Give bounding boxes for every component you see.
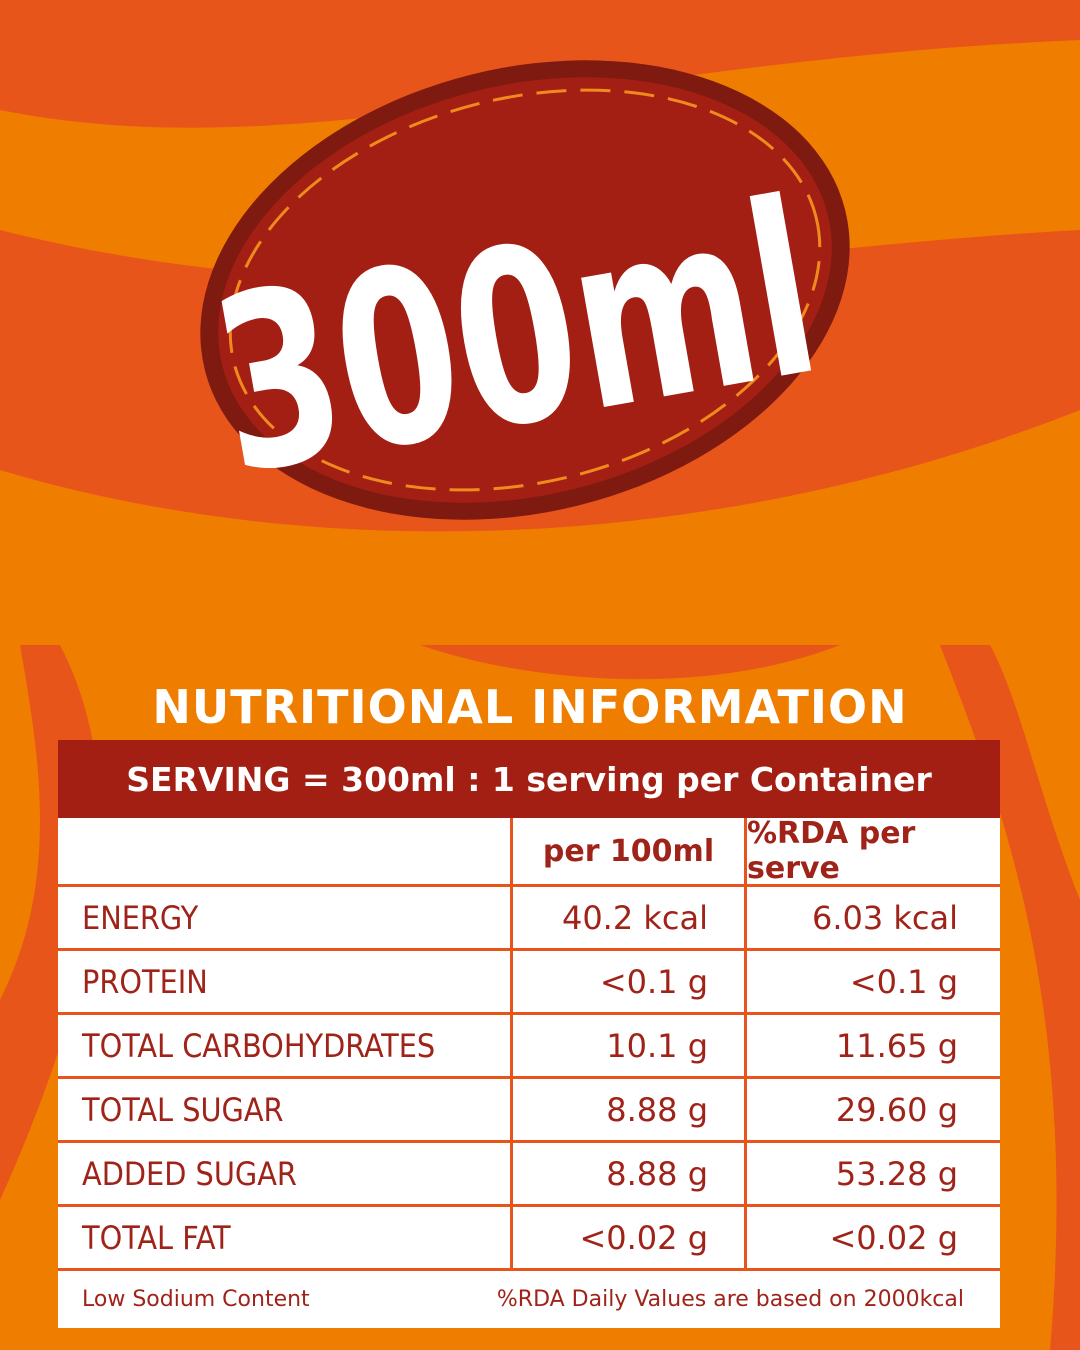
table-row: TOTAL FAT <0.02 g <0.02 g <box>58 1204 1000 1268</box>
amount: 11.65 g <box>744 1015 1000 1076</box>
nutrition-table: SERVING = 300ml : 1 serving per Containe… <box>58 740 1000 1328</box>
amount: 8.88 g <box>510 1143 744 1204</box>
wave <box>0 410 1080 640</box>
footer: Low Sodium Content %RDA Daily Values are… <box>58 1268 1000 1328</box>
nutrient: TOTAL CARBOHYDRATES <box>82 1026 436 1065</box>
nutrient: PROTEIN <box>82 962 208 1001</box>
amount: 29.60 g <box>744 1079 1000 1140</box>
amount: 10.1 g <box>510 1015 744 1076</box>
footer-note: %RDA Daily Values are based on 2000kcal <box>496 1287 964 1312</box>
rows: ENERGY 40.2 kcal 6.03 kcal PROTEIN <0.1 g <0.… <box>58 884 1000 1268</box>
nutrient: TOTAL SUGAR <box>82 1090 284 1129</box>
nutrient: TOTAL FAT <box>82 1218 231 1257</box>
stripe <box>420 645 840 680</box>
stripe <box>940 645 1080 1350</box>
nutrient: ENERGY <box>82 898 199 937</box>
amount: 8.88 g <box>510 1079 744 1140</box>
table-row: ADDED SUGAR 8.88 g 53.28 g <box>58 1140 1000 1204</box>
nutrient: ADDED SUGAR <box>82 1154 297 1193</box>
header-cell: per 100ml <box>510 818 744 884</box>
table-row: PROTEIN <0.1 g <0.1 g <box>58 948 1000 1012</box>
table-row: TOTAL CARBOHYDRATES 10.1 g 11.65 g <box>58 1012 1000 1076</box>
badge-ring <box>228 88 822 492</box>
amount: 40.2 kcal <box>510 887 744 948</box>
table-row: ENERGY 40.2 kcal 6.03 kcal <box>58 884 1000 948</box>
serving: SERVING = 300ml : 1 serving per Containe… <box>58 740 1000 818</box>
amount: <0.1 g <box>744 951 1000 1012</box>
header-cell <box>58 818 510 884</box>
table-row: TOTAL SUGAR 8.88 g 29.60 g <box>58 1076 1000 1140</box>
amount: <0.02 g <box>510 1207 744 1268</box>
footer-note: Low Sodium Content <box>82 1287 310 1312</box>
amount: 53.28 g <box>744 1143 1000 1204</box>
amount: <0.02 g <box>744 1207 1000 1268</box>
header-cell: %RDA per serve <box>744 816 1000 886</box>
header-row: per 100ml %RDA per serve <box>58 816 1000 886</box>
title: NUTRITIONAL INFORMATION <box>152 680 908 734</box>
badge <box>218 77 832 503</box>
amount: <0.1 g <box>510 951 744 1012</box>
amount: 6.03 kcal <box>744 887 1000 948</box>
